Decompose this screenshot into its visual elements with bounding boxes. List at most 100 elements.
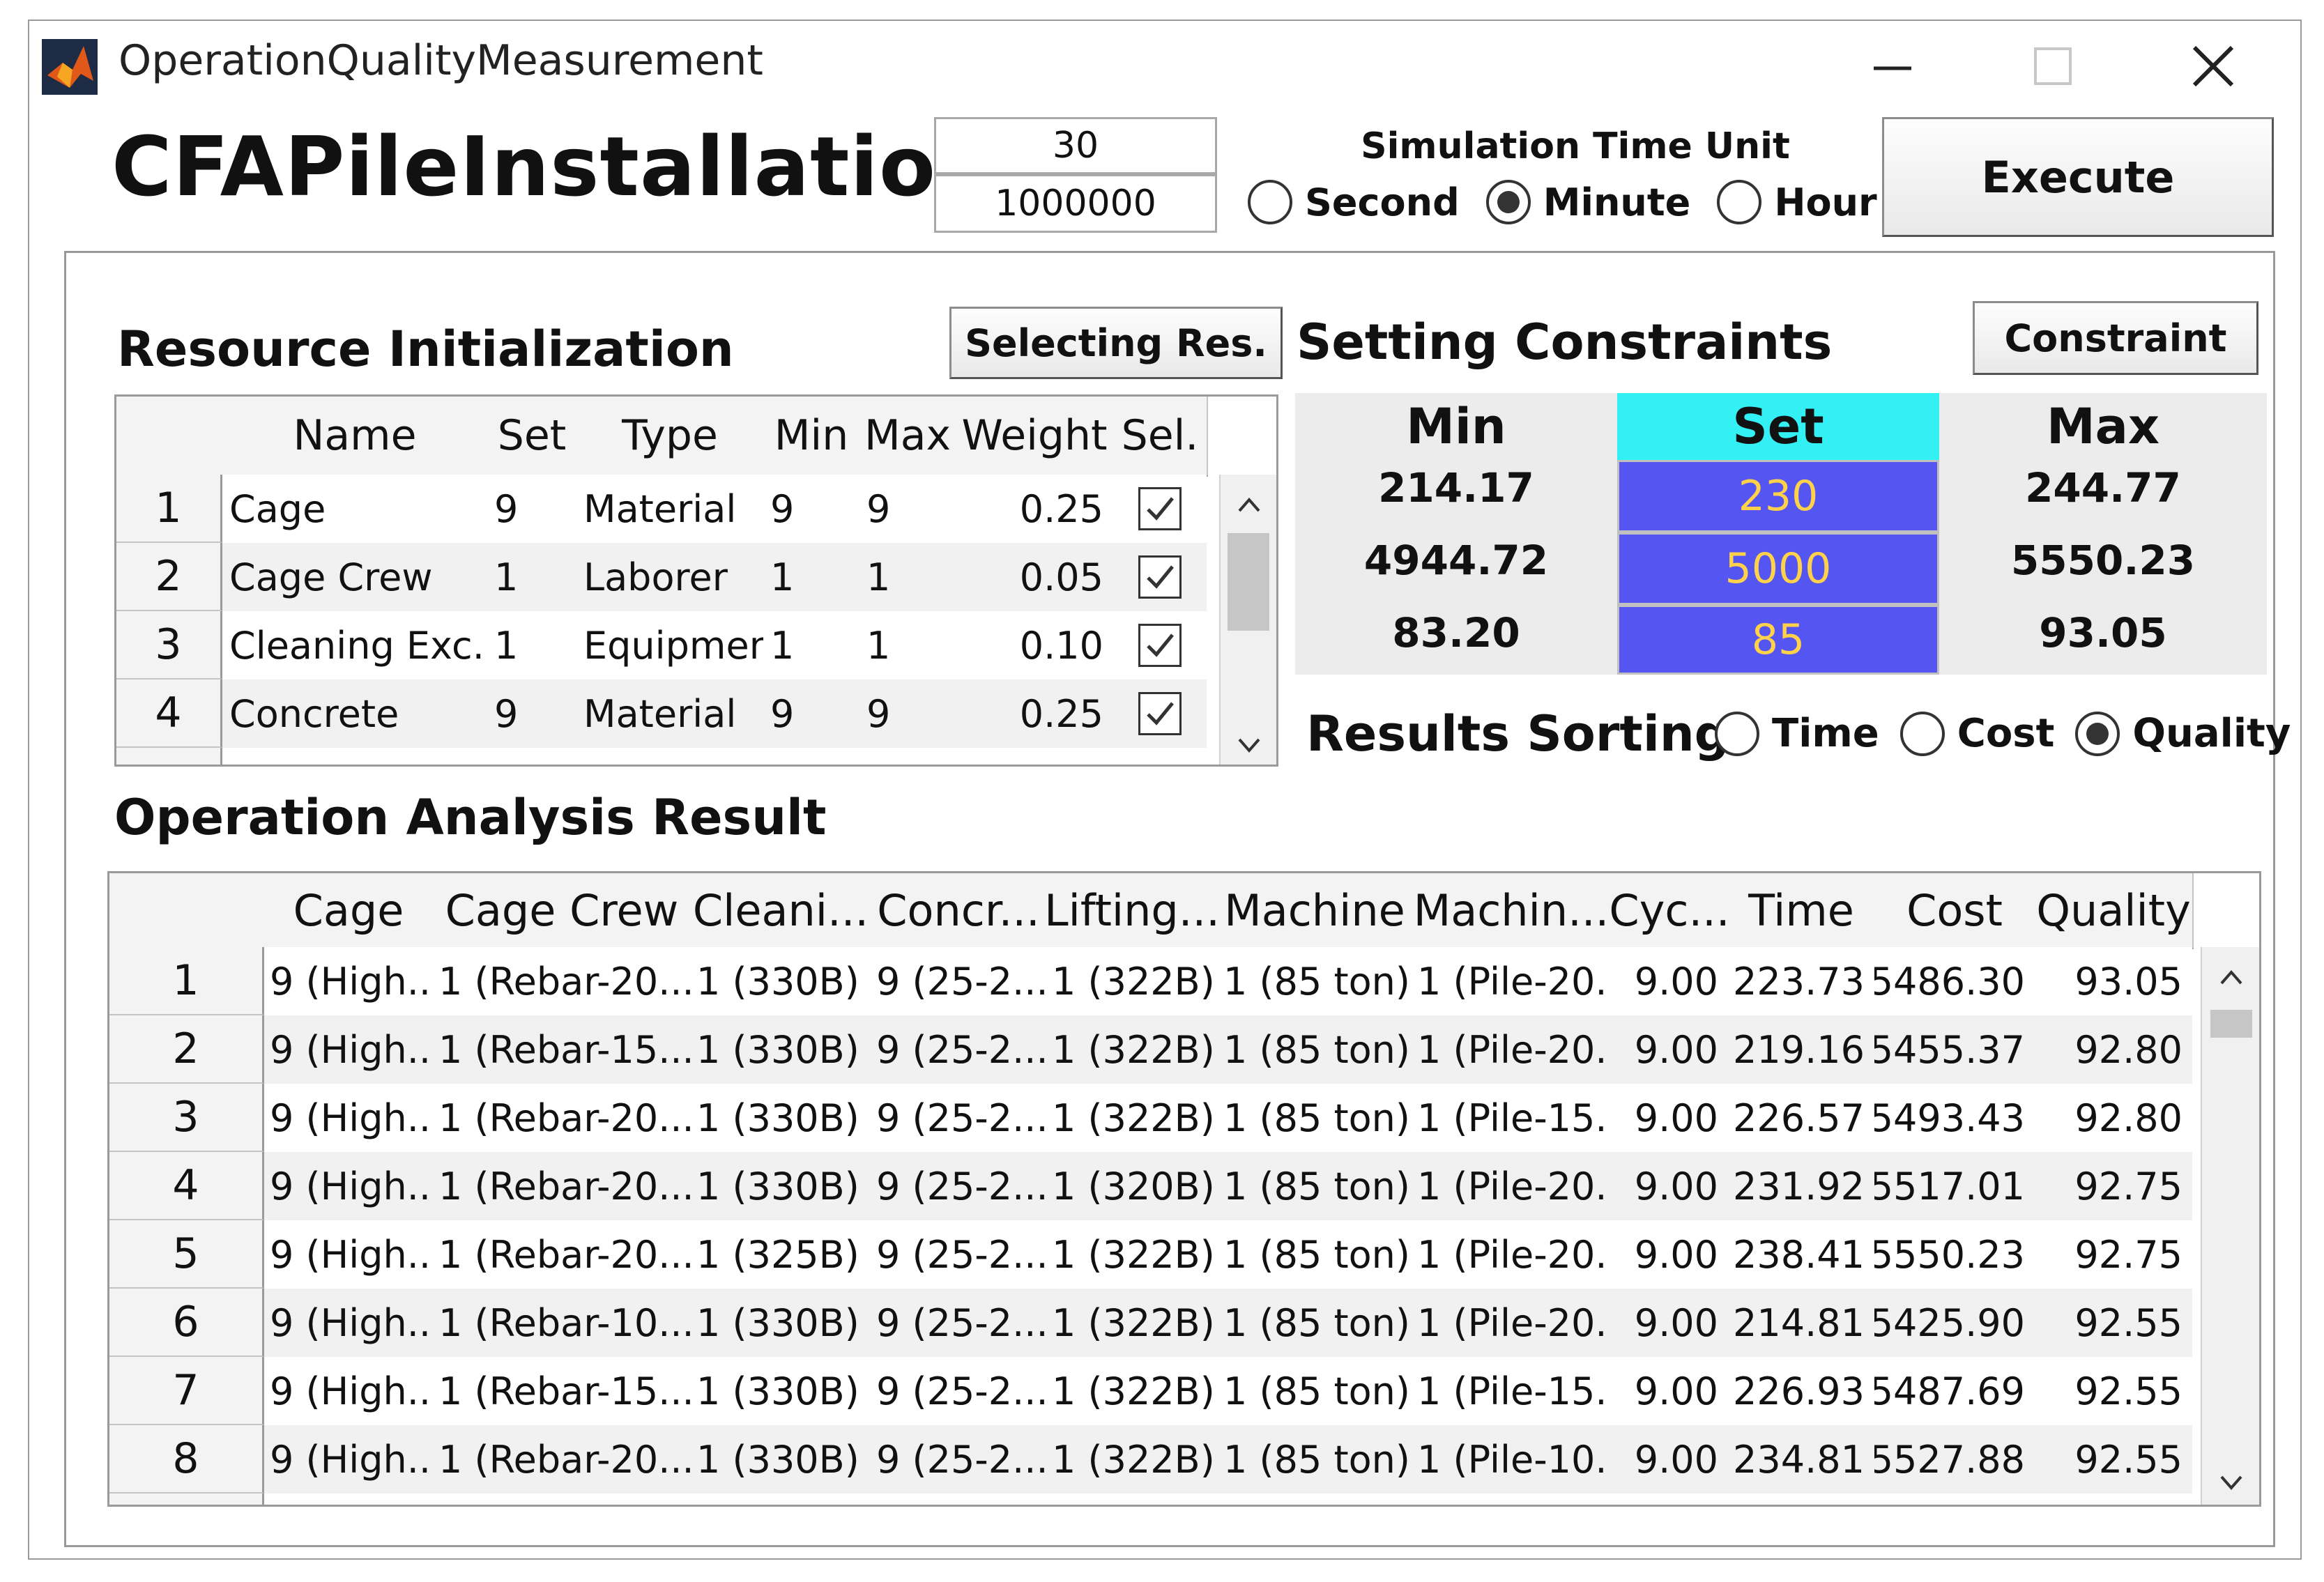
resource-weight-cell[interactable]: 0.25 (1019, 486, 1103, 531)
analysis-column-header[interactable]: Cyc... (1611, 873, 1729, 949)
analysis-cell[interactable]: 9.00 (1634, 1096, 1718, 1140)
analysis-cell[interactable]: 9 (High... (270, 1027, 433, 1072)
column-header-weight[interactable]: Weight (956, 397, 1115, 477)
column-header-set[interactable]: Set (487, 397, 578, 477)
analysis-cell[interactable]: 1 (85 ton) (1223, 1027, 1410, 1072)
close-button[interactable] (2175, 28, 2252, 105)
analysis-cell[interactable]: 92.75 (2074, 1232, 2182, 1277)
analysis-column-header[interactable]: Cleani... (691, 873, 872, 949)
checkbox-checked-icon[interactable] (1138, 692, 1182, 735)
analysis-cell[interactable]: 1 (Pile-15... (1417, 1096, 1611, 1140)
analysis-cell[interactable]: 5517.01 (1874, 1164, 2025, 1208)
resource-type-cell[interactable]: Equipment (583, 623, 763, 668)
time-unit-minute[interactable]: Minute (1485, 180, 1690, 224)
analysis-cell[interactable]: 92.55 (2074, 1300, 2182, 1345)
resource-name-cell[interactable]: Concrete (229, 691, 399, 736)
resource-set-cell[interactable]: 9 (494, 691, 519, 736)
analysis-cell[interactable]: 226.93 (1733, 1369, 1865, 1413)
row-header[interactable]: 3 (116, 611, 222, 679)
row-header[interactable]: 2 (109, 1015, 264, 1084)
analysis-cell[interactable]: 9 (High... (270, 1164, 433, 1208)
analysis-cell[interactable]: 1 (330B) (696, 1027, 859, 1072)
analysis-cell[interactable]: 5455.37 (1874, 1027, 2025, 1072)
checkbox-checked-icon[interactable] (1138, 487, 1182, 530)
analysis-cell[interactable]: 1 (330B) (696, 959, 859, 1004)
analysis-cell[interactable]: 1 (Pile-20... (1417, 1027, 1611, 1072)
resource-set-cell[interactable]: 1 (494, 555, 519, 599)
analysis-cell[interactable]: 9 (High... (270, 1437, 433, 1482)
analysis-cell[interactable]: 92.55 (2074, 1369, 2182, 1413)
constraint-set-input[interactable]: 5000 (1617, 532, 1939, 605)
row-header[interactable]: 4 (109, 1152, 264, 1220)
analysis-cell[interactable]: 9 (25-2... (876, 1164, 1046, 1208)
analysis-cell[interactable]: 1 (85 ton) (1223, 1437, 1410, 1482)
resource-max-cell[interactable]: 1 (866, 623, 891, 668)
resource-select-cell[interactable] (1113, 679, 1207, 748)
analysis-cell[interactable]: 1 (330B) (696, 1437, 859, 1482)
analysis-cell[interactable]: 5527.88 (1874, 1437, 2025, 1482)
analysis-cell[interactable]: 1 (Pile-20... (1417, 959, 1611, 1004)
analysis-cell[interactable]: 9.00 (1634, 1369, 1718, 1413)
resource-type-cell[interactable]: Laborer (583, 555, 728, 599)
analysis-cell[interactable]: 1 (85 ton) (1223, 1369, 1410, 1413)
analysis-cell[interactable]: 9 (25-2... (876, 1369, 1046, 1413)
selecting-resources-button[interactable]: Selecting Res. (949, 307, 1283, 379)
scrollbar-thumb[interactable] (1228, 533, 1269, 631)
analysis-cell[interactable]: 226.57 (1733, 1096, 1865, 1140)
sort-by-quality[interactable]: Quality (2075, 711, 2291, 756)
analysis-cell[interactable]: 238.41 (1733, 1232, 1865, 1277)
analysis-cell[interactable]: 92.75 (2074, 1164, 2182, 1208)
analysis-cell[interactable]: 1 (Rebar-20... (438, 1164, 691, 1208)
analysis-cell[interactable]: 223.73 (1733, 959, 1865, 1004)
constraint-set-input[interactable]: 230 (1617, 460, 1939, 532)
analysis-cell[interactable]: 9 (High... (270, 1369, 433, 1413)
analysis-cell[interactable]: 9.00 (1634, 1232, 1718, 1277)
analysis-column-header[interactable]: Lifting... (1046, 873, 1219, 949)
analysis-cell[interactable]: 5487.69 (1874, 1369, 2025, 1413)
analysis-column-header[interactable]: Machin... (1412, 873, 1612, 949)
analysis-cell[interactable]: 92.80 (2074, 1096, 2182, 1140)
resource-type-cell[interactable]: Material (583, 486, 737, 531)
row-header[interactable]: 7 (109, 1357, 264, 1425)
time-unit-second[interactable]: Second (1248, 180, 1460, 224)
analysis-cell[interactable]: 1 (320B) (1052, 1164, 1215, 1208)
analysis-cell[interactable]: 9 (25-2... (876, 959, 1046, 1004)
analysis-cell[interactable]: 1 (85 ton) (1223, 1096, 1410, 1140)
row-header[interactable]: 3 (109, 1084, 264, 1152)
analysis-cell[interactable]: 1 (330B) (696, 1164, 859, 1208)
column-header-type[interactable]: Type (576, 397, 765, 477)
resource-name-cell[interactable]: Cage (229, 486, 326, 531)
analysis-cell[interactable]: 9.00 (1634, 1027, 1718, 1072)
resource-select-cell[interactable] (1113, 543, 1207, 611)
analysis-cell[interactable]: 9 (High... (270, 959, 433, 1004)
analysis-cell[interactable]: 1 (322B) (1052, 1096, 1215, 1140)
checkbox-checked-icon[interactable] (1138, 624, 1182, 667)
resource-type-cell[interactable]: Material (583, 691, 737, 736)
analysis-cell[interactable]: 1 (Rebar-20... (438, 1232, 691, 1277)
analysis-cell[interactable]: 1 (330B) (696, 1096, 859, 1140)
analysis-cell[interactable]: 1 (322B) (1052, 1369, 1215, 1413)
resource-min-cell[interactable]: 1 (770, 623, 795, 668)
resource-min-cell[interactable]: 9 (770, 691, 795, 736)
analysis-cell[interactable]: 5425.90 (1874, 1300, 2025, 1345)
analysis-cell[interactable]: 1 (Rebar-15... (438, 1369, 691, 1413)
resource-table-scrollbar[interactable] (1219, 475, 1276, 765)
analysis-cell[interactable]: 1 (Rebar-10... (438, 1300, 691, 1345)
analysis-table-scrollbar[interactable] (2201, 947, 2259, 1505)
analysis-cell[interactable]: 9.00 (1634, 1300, 1718, 1345)
analysis-cell[interactable]: 9 (25-2... (876, 1232, 1046, 1277)
analysis-cell[interactable]: 1 (330B) (696, 1300, 859, 1345)
row-header[interactable]: 6 (109, 1289, 264, 1357)
analysis-cell[interactable]: 1 (330B) (696, 1369, 859, 1413)
row-header[interactable]: 1 (109, 947, 264, 1015)
sort-by-cost[interactable]: Cost (1899, 711, 2054, 756)
column-header-min[interactable]: Min (763, 397, 861, 477)
analysis-cell[interactable]: 9 (25-2... (876, 1027, 1046, 1072)
resource-weight-cell[interactable]: 0.10 (1019, 623, 1103, 668)
row-header[interactable]: 5 (109, 1220, 264, 1289)
resource-weight-cell[interactable]: 0.25 (1019, 691, 1103, 736)
resource-set-cell[interactable]: 9 (494, 486, 519, 531)
analysis-cell[interactable]: 9.00 (1634, 1164, 1718, 1208)
analysis-cell[interactable]: 1 (Rebar-20... (438, 1437, 691, 1482)
chevron-down-icon[interactable] (1221, 725, 1276, 765)
